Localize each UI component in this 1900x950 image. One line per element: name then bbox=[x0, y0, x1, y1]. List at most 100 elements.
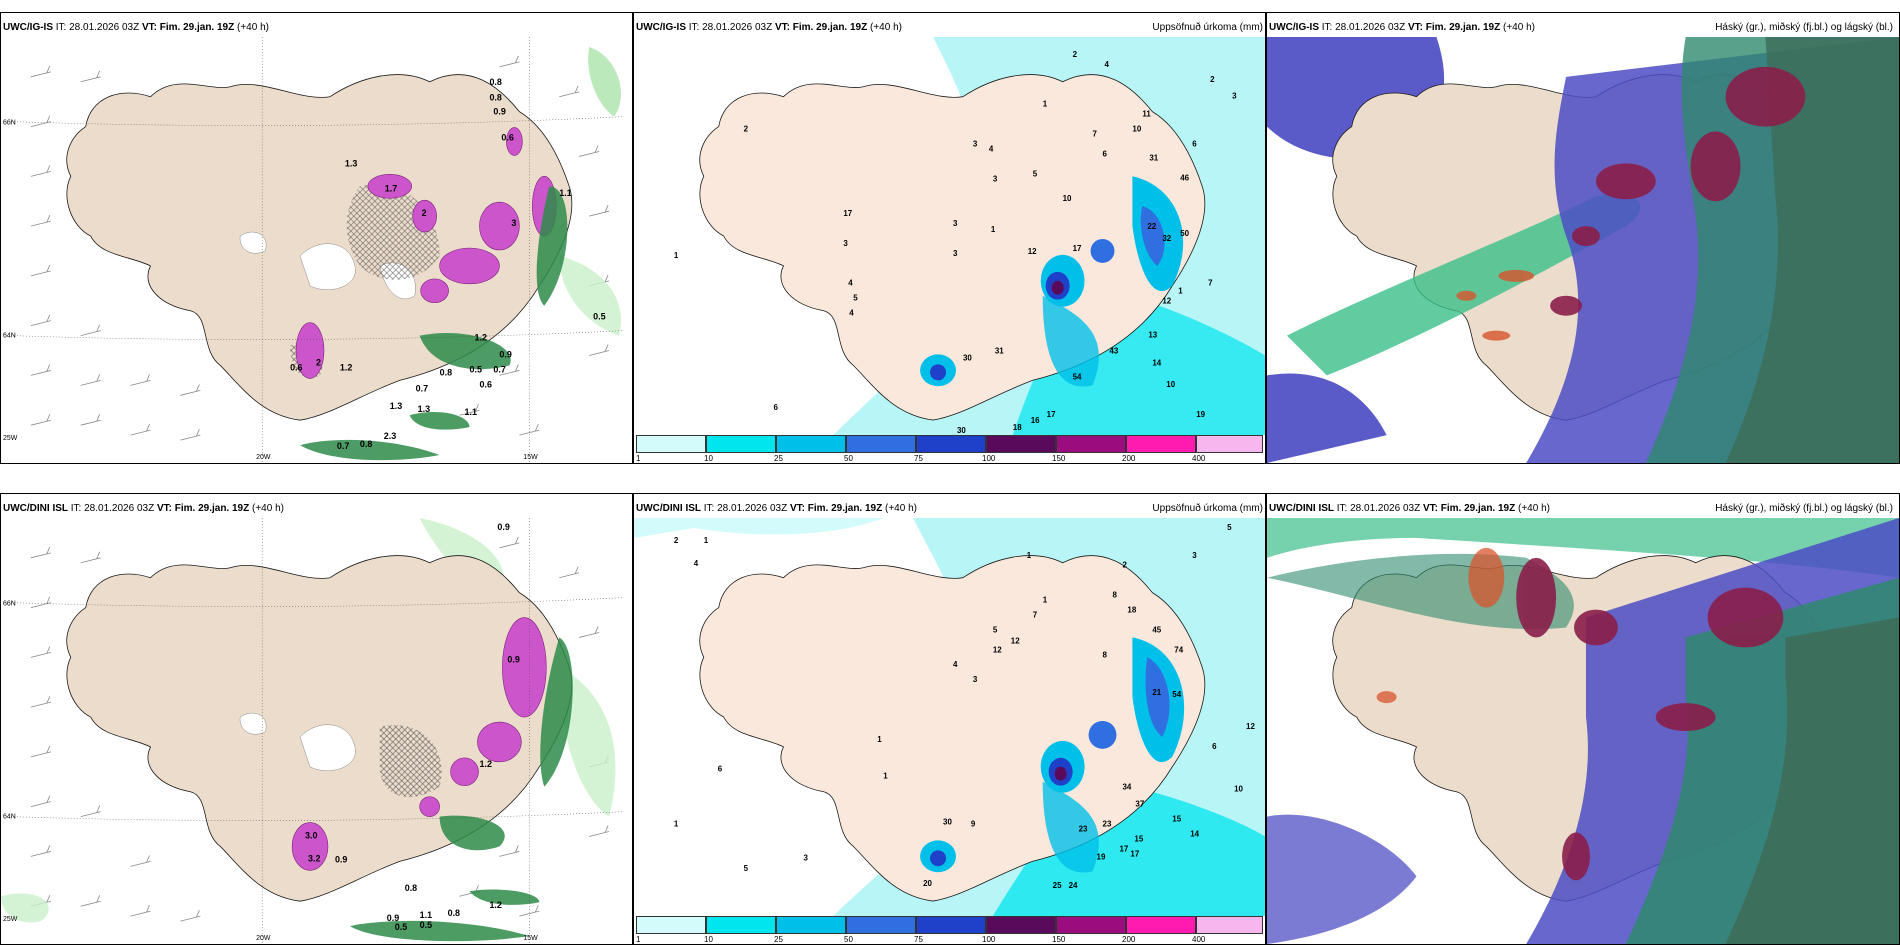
colorbar-label: 75 bbox=[914, 454, 923, 463]
svg-text:23: 23 bbox=[1103, 819, 1112, 828]
svg-text:10: 10 bbox=[1166, 380, 1175, 389]
svg-text:4: 4 bbox=[953, 660, 958, 669]
colorbar-swatch bbox=[1196, 916, 1263, 934]
accumulated-precip-map: 2 1 4 5 1 2 3 8 5 12 12 7 1 4 3 8 18 45 … bbox=[634, 518, 1265, 916]
colorbar-label: 25 bbox=[774, 935, 783, 944]
svg-text:1.7: 1.7 bbox=[385, 183, 397, 193]
colorbar-label: 50 bbox=[844, 454, 853, 463]
svg-text:20W: 20W bbox=[256, 935, 271, 942]
svg-text:1: 1 bbox=[1043, 100, 1048, 109]
svg-text:13: 13 bbox=[1148, 330, 1157, 339]
svg-text:1.2: 1.2 bbox=[479, 759, 491, 769]
svg-text:21: 21 bbox=[1152, 688, 1161, 697]
colorbar-swatch bbox=[846, 916, 916, 934]
panel-right-title: Uppsöfnuð úrkoma (mm) bbox=[1152, 503, 1263, 514]
svg-text:10: 10 bbox=[1063, 194, 1072, 203]
svg-text:6: 6 bbox=[1103, 149, 1108, 158]
svg-text:7: 7 bbox=[1033, 611, 1038, 620]
svg-text:3: 3 bbox=[953, 249, 958, 258]
colorbar-swatch bbox=[706, 916, 776, 934]
svg-text:1: 1 bbox=[674, 251, 679, 260]
svg-text:2: 2 bbox=[1210, 75, 1215, 84]
panel-header: UWC/DINI ISL IT: 28.01.2026 03Z VT: Fim.… bbox=[636, 503, 917, 514]
colorbar-label: 100 bbox=[982, 935, 996, 944]
svg-text:3: 3 bbox=[1232, 92, 1237, 101]
svg-text:0.7: 0.7 bbox=[493, 364, 505, 374]
svg-text:1.2: 1.2 bbox=[340, 362, 352, 372]
colorbar-label: 1 bbox=[636, 935, 641, 944]
svg-text:50: 50 bbox=[1180, 229, 1189, 238]
colorbar-label: 25 bbox=[774, 454, 783, 463]
colorbar-label: 1 bbox=[636, 454, 641, 463]
svg-text:3: 3 bbox=[843, 239, 848, 248]
svg-text:1: 1 bbox=[1178, 287, 1183, 296]
svg-text:2: 2 bbox=[422, 208, 427, 218]
svg-text:6: 6 bbox=[1192, 139, 1197, 148]
svg-text:0.8: 0.8 bbox=[448, 908, 460, 918]
svg-text:0.9: 0.9 bbox=[493, 107, 505, 117]
svg-text:31: 31 bbox=[995, 346, 1004, 355]
svg-text:0.8: 0.8 bbox=[440, 367, 452, 377]
svg-text:0.5: 0.5 bbox=[593, 312, 605, 322]
svg-text:20W: 20W bbox=[256, 454, 271, 461]
panel-header: UWC/IG-IS IT: 28.01.2026 03Z VT: Fim. 29… bbox=[636, 22, 902, 33]
svg-text:30: 30 bbox=[943, 817, 952, 826]
colorbar-swatch bbox=[986, 435, 1056, 453]
panel-right-title: Háský (gr.), miðský (fj.bl.) og lágský (… bbox=[1715, 503, 1893, 514]
svg-text:0.9: 0.9 bbox=[499, 350, 511, 360]
colorbar-label: 200 bbox=[1122, 935, 1136, 944]
svg-text:1.2: 1.2 bbox=[474, 333, 486, 343]
colorbar-swatch bbox=[776, 435, 846, 453]
svg-text:2: 2 bbox=[1073, 50, 1078, 59]
panel-bot-mid: UWC/DINI ISL IT: 28.01.2026 03Z VT: Fim.… bbox=[633, 493, 1266, 945]
colorbar-swatch bbox=[636, 435, 706, 453]
svg-text:9: 9 bbox=[971, 819, 976, 828]
svg-text:4: 4 bbox=[848, 279, 853, 288]
svg-text:1.3: 1.3 bbox=[345, 158, 357, 168]
colorbar-label: 400 bbox=[1192, 935, 1206, 944]
svg-text:2: 2 bbox=[744, 125, 749, 134]
svg-text:3: 3 bbox=[973, 139, 978, 148]
colorbar-label: 100 bbox=[982, 454, 996, 463]
panel-top-right: UWC/IG-IS IT: 28.01.2026 03Z VT: Fim. 29… bbox=[1266, 12, 1900, 464]
svg-text:1: 1 bbox=[704, 536, 709, 545]
svg-text:15W: 15W bbox=[523, 454, 538, 461]
svg-text:3: 3 bbox=[1192, 551, 1197, 560]
svg-text:17: 17 bbox=[1119, 844, 1128, 853]
svg-text:30: 30 bbox=[963, 353, 972, 362]
svg-text:3: 3 bbox=[993, 174, 998, 183]
colorbar-swatch bbox=[916, 916, 986, 934]
svg-text:0.5: 0.5 bbox=[420, 920, 432, 930]
svg-text:8: 8 bbox=[1103, 650, 1108, 659]
svg-text:12: 12 bbox=[1162, 297, 1171, 306]
svg-text:2: 2 bbox=[316, 357, 321, 367]
svg-text:17: 17 bbox=[1130, 849, 1139, 858]
colorbar-swatch bbox=[1196, 435, 1263, 453]
colorbar-swatch bbox=[706, 435, 776, 453]
svg-text:0.5: 0.5 bbox=[470, 364, 482, 374]
panel-right-title: Háský (gr.), miðský (fj.bl.) og lágský (… bbox=[1715, 22, 1893, 33]
svg-text:17: 17 bbox=[1047, 410, 1056, 419]
svg-text:11: 11 bbox=[1142, 110, 1151, 119]
panel-bot-right: UWC/DINI ISL IT: 28.01.2026 03Z VT: Fim.… bbox=[1266, 493, 1900, 945]
svg-text:6: 6 bbox=[718, 765, 723, 774]
colorbar-swatch bbox=[846, 435, 916, 453]
colorbar-label: 10 bbox=[704, 935, 713, 944]
svg-text:0.9: 0.9 bbox=[507, 654, 519, 664]
svg-text:12: 12 bbox=[1246, 722, 1255, 731]
colorbar-swatch bbox=[1126, 435, 1196, 453]
svg-text:10: 10 bbox=[1234, 785, 1243, 794]
svg-text:5: 5 bbox=[993, 625, 998, 634]
svg-text:7: 7 bbox=[1093, 130, 1098, 139]
svg-text:0.6: 0.6 bbox=[479, 379, 491, 389]
svg-text:43: 43 bbox=[1109, 346, 1118, 355]
svg-text:14: 14 bbox=[1190, 829, 1199, 838]
svg-text:34: 34 bbox=[1122, 783, 1131, 792]
svg-text:8: 8 bbox=[1112, 591, 1117, 600]
svg-text:20: 20 bbox=[923, 879, 932, 888]
panel-right-title: Uppsöfnuð úrkoma (mm) bbox=[1152, 22, 1263, 33]
colorbar-label: 150 bbox=[1052, 935, 1066, 944]
panel-header: UWC/DINI ISL IT: 28.01.2026 03Z VT: Fim.… bbox=[3, 503, 284, 514]
svg-text:0.7: 0.7 bbox=[416, 383, 428, 393]
svg-text:5: 5 bbox=[853, 294, 858, 303]
